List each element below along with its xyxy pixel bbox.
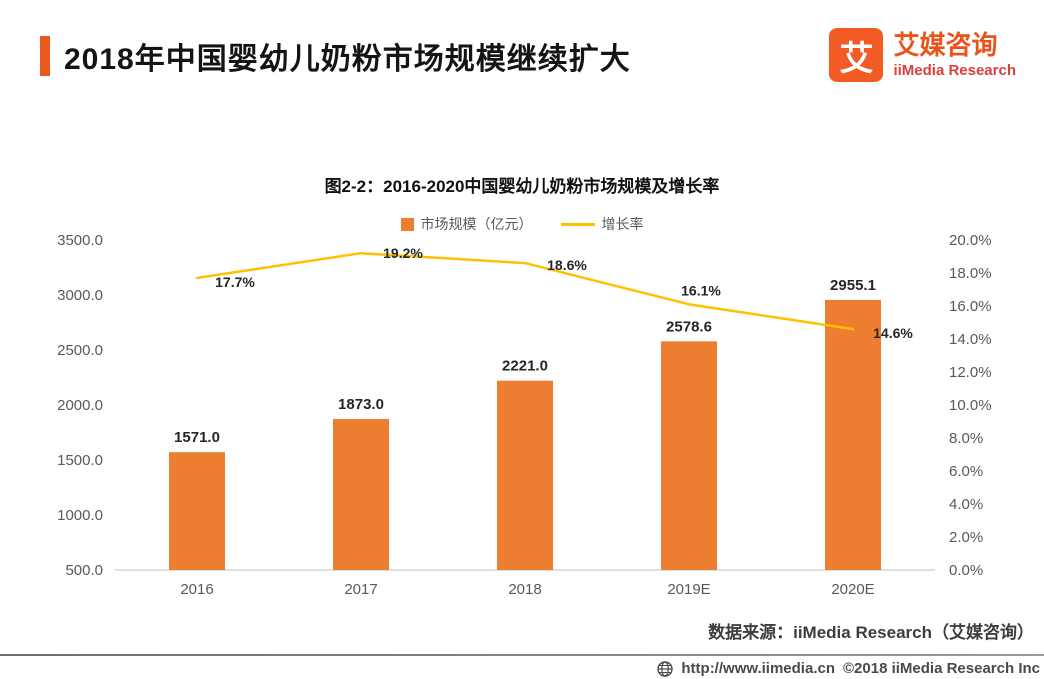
left-axis-tick: 500.0 (65, 562, 103, 579)
page-footer: http://www.iimedia.cn ©2018 iiMedia Rese… (657, 660, 1040, 677)
bar-value-label: 2221.0 (502, 358, 548, 375)
x-axis-label: 2017 (344, 581, 377, 598)
x-axis-label: 2018 (508, 581, 541, 598)
right-axis-tick: 20.0% (949, 232, 992, 249)
logo-name-en: iiMedia Research (893, 61, 1016, 79)
title-accent-bar (40, 36, 50, 76)
right-axis-tick: 14.0% (949, 331, 992, 348)
right-axis-tick: 2.0% (949, 529, 983, 546)
chart-title: 图2-2：2016-2020中国婴幼儿奶粉市场规模及增长率 (324, 177, 720, 196)
market-size-bar (825, 299, 881, 570)
footer-copyright: ©2018 iiMedia Research Inc (843, 660, 1040, 677)
bar-value-label: 2578.6 (666, 318, 712, 335)
iimedia-logo-icon: 艾 (829, 28, 884, 82)
market-size-bar (169, 452, 225, 570)
bar-series-swatch (400, 217, 414, 231)
bar-value-label: 1873.0 (338, 396, 384, 413)
footer-divider (0, 654, 1044, 656)
right-axis-tick: 10.0% (949, 397, 992, 414)
market-size-bar (497, 380, 553, 570)
bar-value-label: 2955.1 (830, 277, 876, 294)
left-axis-tick: 1000.0 (57, 507, 103, 524)
x-axis-label: 2016 (180, 581, 213, 598)
growth-rate-label: 17.7% (215, 274, 255, 290)
legend-item-market-size: 市场规模（亿元） (400, 214, 533, 234)
iimedia-logo: 艾 艾媒咨询 iiMedia Research (829, 28, 1016, 82)
logo-name-cn: 艾媒咨询 (893, 30, 998, 61)
footer-url[interactable]: http://www.iimedia.cn (681, 660, 835, 677)
data-source-note: 数据来源：iiMedia Research（艾媒咨询） (708, 623, 1034, 642)
right-axis-tick: 12.0% (949, 364, 992, 381)
growth-rate-label: 19.2% (383, 245, 423, 261)
page-header: 2018年中国婴幼儿奶粉市场规模继续扩大 (40, 34, 631, 78)
line-series-swatch (560, 222, 595, 226)
x-axis-label: 2019E (667, 581, 710, 598)
page-title: 2018年中国婴幼儿奶粉市场规模继续扩大 (64, 43, 631, 76)
left-axis-tick: 3500.0 (57, 232, 103, 249)
left-axis-tick: 3000.0 (57, 287, 103, 304)
left-axis-tick: 2000.0 (57, 397, 103, 414)
growth-rate-label: 14.6% (873, 325, 913, 341)
growth-rate-label: 16.1% (681, 282, 721, 298)
market-size-bar (661, 341, 717, 570)
left-axis-tick: 2500.0 (57, 342, 103, 359)
legend-label-growth-rate: 增长率 (601, 216, 644, 232)
left-axis-tick: 1500.0 (57, 452, 103, 469)
globe-icon (657, 660, 674, 677)
right-axis-tick: 0.0% (949, 562, 983, 579)
right-axis-tick: 6.0% (949, 463, 983, 480)
growth-rate-line (195, 251, 855, 331)
right-axis-tick: 16.0% (949, 298, 992, 315)
market-size-bar (333, 418, 389, 570)
logo-text: 艾媒咨询 iiMedia Research (893, 31, 1016, 79)
legend-label-market-size: 市场规模（亿元） (420, 216, 533, 232)
right-axis-tick: 18.0% (949, 265, 992, 282)
bar-value-label: 1571.0 (174, 429, 220, 446)
right-axis-tick: 8.0% (949, 430, 983, 447)
growth-rate-label: 18.6% (547, 257, 587, 273)
right-axis-tick: 4.0% (949, 496, 983, 513)
legend-item-growth-rate: 增长率 (560, 214, 644, 234)
x-axis-label: 2020E (831, 581, 874, 598)
chart-legend: 市场规模（亿元） 增长率 (0, 214, 1044, 234)
